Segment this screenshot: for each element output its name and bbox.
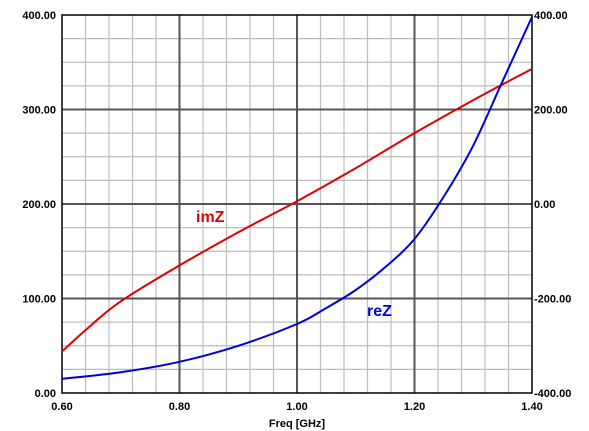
grid-major	[62, 15, 532, 393]
left-axis-ticks: 0.00 100.00 200.00 300.00 400.00	[22, 10, 56, 400]
y-left-tick-label: 200.00	[22, 199, 56, 211]
series-line-reZ	[61, 16, 533, 380]
x-tick-label: 0.60	[51, 401, 72, 413]
y-left-tick-label: 400.00	[22, 10, 56, 22]
x-tick-label: 1.00	[286, 401, 307, 413]
y-right-tick-label: -400.00	[534, 388, 571, 400]
right-axis-ticks: -400.00 -200.00 0.00 200.00 400.00	[534, 10, 571, 400]
y-left-tick-label: 0.00	[35, 388, 56, 400]
x-tick-label: 1.40	[521, 401, 542, 413]
series-line-imZ	[61, 68, 533, 353]
series-label-imZ: imZ	[196, 209, 225, 226]
x-tick-label: 1.20	[404, 401, 425, 413]
x-axis-label: Freq [GHz]	[269, 418, 326, 430]
x-axis-ticks: 0.60 0.80 1.00 1.20 1.40	[51, 401, 542, 413]
x-tick-label: 0.80	[169, 401, 190, 413]
series-label-reZ: reZ	[367, 303, 392, 320]
y-right-tick-label: 400.00	[534, 10, 568, 22]
y-left-tick-label: 300.00	[22, 105, 56, 117]
y-left-tick-label: 100.00	[22, 294, 56, 306]
y-right-tick-label: -200.00	[534, 294, 571, 306]
plot-frame	[61, 14, 533, 394]
y-right-tick-label: 0.00	[534, 199, 555, 211]
y-right-tick-label: 200.00	[534, 105, 568, 117]
series-lines	[61, 16, 533, 380]
